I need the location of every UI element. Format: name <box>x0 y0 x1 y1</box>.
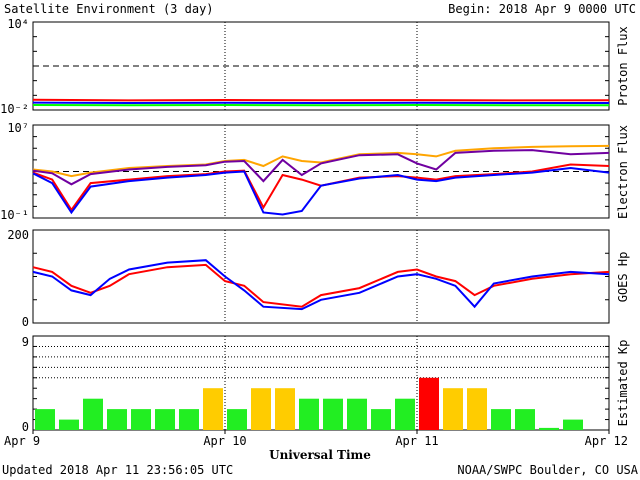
kp-bar <box>539 427 559 430</box>
kp-bar <box>83 398 103 430</box>
electron-flux-ylabel: Electron Flux <box>616 125 630 219</box>
begin-time: Begin: 2018 Apr 9 0000 UTC <box>448 2 636 16</box>
updated-time: Updated 2018 Apr 11 23:56:05 UTC <box>2 463 233 477</box>
hp-series-blue <box>32 259 610 311</box>
kp-bar <box>515 409 535 430</box>
kp-bar <box>491 409 511 430</box>
kp-ylabel: Estimated Kp <box>616 340 630 427</box>
kp-bar <box>443 388 463 430</box>
electron-flux-panel: 10⁷ 10⁻¹ Electron Flux <box>0 121 630 222</box>
proton-flux-ylabel: Proton Flux <box>616 26 630 105</box>
proton-series-red <box>32 98 610 102</box>
kp-ytick-top: 9 <box>22 335 29 349</box>
hp-ytick-top: 200 <box>7 228 29 242</box>
noaa-credit: NOAA/SWPC Boulder, CO USA <box>457 463 638 477</box>
kp-bar <box>227 409 247 430</box>
kp-bar <box>203 388 223 430</box>
x-axis-ticks: Apr 9 Apr 10 Apr 11 Apr 12 <box>4 430 628 448</box>
kp-bar <box>395 398 415 430</box>
kp-bar <box>347 398 367 430</box>
kp-bar <box>563 419 583 430</box>
electron-ytick-top: 10⁷ <box>7 121 29 135</box>
proton-flux-frame <box>32 21 610 111</box>
proton-ytick-bottom: 10⁻² <box>0 102 29 116</box>
electron-ytick-bottom: 10⁻¹ <box>0 208 29 222</box>
hp-ytick-bottom: 0 <box>22 315 29 329</box>
kp-bar <box>275 388 295 430</box>
kp-bar <box>251 388 271 430</box>
x-tick-label: Apr 9 <box>4 434 40 448</box>
kp-bar <box>35 409 55 430</box>
kp-panel: 9 0 Estimated Kp <box>22 335 630 434</box>
kp-bar <box>131 409 151 430</box>
kp-bar <box>155 409 175 430</box>
kp-bar <box>467 388 487 430</box>
x-tick-label: Apr 10 <box>203 434 246 448</box>
kp-ytick-bottom: 0 <box>22 420 29 434</box>
electron-series-purple <box>32 149 610 186</box>
goes-hp-frame <box>32 229 610 324</box>
goes-hp-ylabel: GOES Hp <box>616 252 630 303</box>
kp-frame <box>32 335 610 431</box>
kp-bar <box>371 409 391 430</box>
chart-title: Satellite Environment (3 day) <box>4 2 214 16</box>
x-axis-title: Universal Time <box>269 448 371 462</box>
goes-hp-panel: 200 0 GOES Hp <box>7 228 630 329</box>
x-tick-label: Apr 11 <box>395 434 438 448</box>
hp-series-red <box>32 263 610 308</box>
electron-series-blue <box>32 166 610 216</box>
kp-bar <box>59 419 79 430</box>
kp-bar <box>419 377 439 430</box>
kp-bar <box>107 409 127 430</box>
kp-bar <box>323 398 343 430</box>
kp-bar <box>299 398 319 430</box>
kp-bar <box>179 409 199 430</box>
electron-series-red <box>32 163 610 212</box>
electron-series-orange <box>32 144 610 178</box>
x-tick-label: Apr 12 <box>585 434 628 448</box>
proton-ytick-top: 10⁴ <box>7 17 29 31</box>
proton-flux-panel: 10⁴ 10⁻² Proton Flux <box>0 17 630 116</box>
